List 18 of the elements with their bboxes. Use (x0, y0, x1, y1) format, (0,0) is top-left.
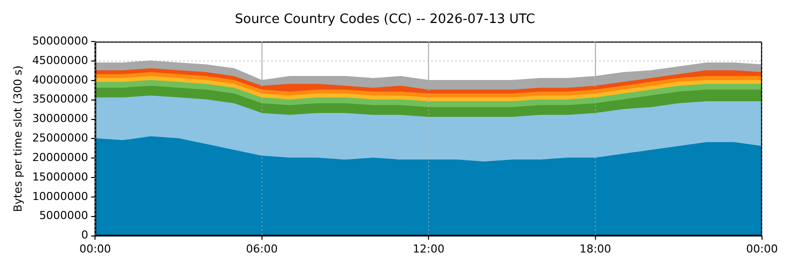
y-tick-label: 45000000 (32, 54, 88, 67)
x-tick-label: 12:00 (412, 242, 444, 256)
y-tick-label: 40000000 (32, 73, 88, 86)
y-tick-label: 50000000 (32, 34, 88, 48)
x-tick-label: 00:00 (746, 242, 778, 256)
y-tick-label: 25000000 (32, 132, 88, 145)
y-tick-label: 0 (81, 228, 88, 242)
y-tick-label: 15000000 (32, 170, 88, 184)
y-tick-label: 30000000 (32, 112, 88, 126)
x-tick-label: 06:00 (246, 242, 278, 256)
x-tick-label: 18:00 (579, 242, 612, 256)
chart-title: Source Country Codes (CC) -- 2026-07-13 UTC (234, 12, 536, 28)
y-tick-label: 35000000 (32, 92, 88, 106)
y-tick-label: 20000000 (32, 150, 88, 164)
y-tick-label: 5000000 (39, 209, 88, 222)
x-tick-label: 00:00 (79, 242, 112, 256)
y-axis-title: Bytes per time slot (300 s) (11, 65, 24, 212)
y-tick-label: 10000000 (32, 190, 88, 203)
